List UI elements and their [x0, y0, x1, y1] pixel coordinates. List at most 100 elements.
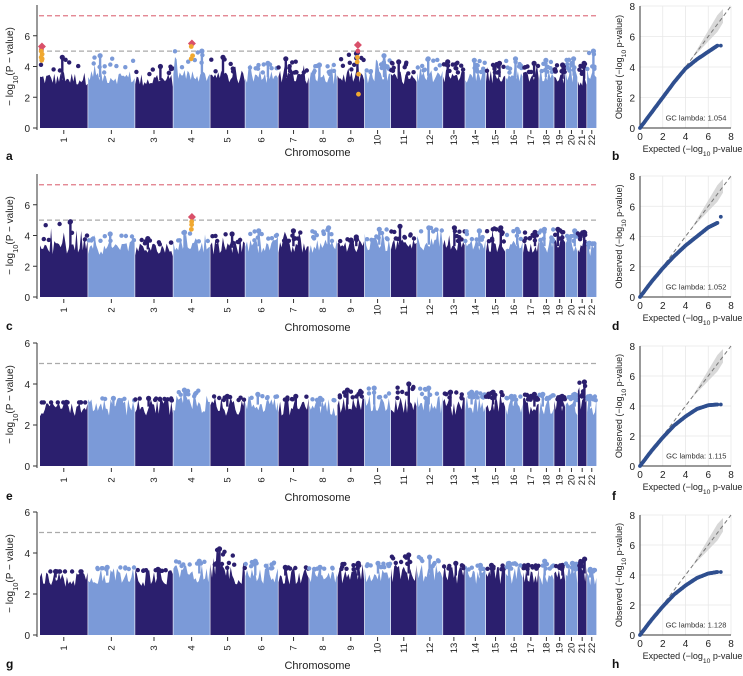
confidence-band — [691, 349, 723, 399]
snp-point — [344, 566, 349, 571]
snp-point — [534, 395, 540, 400]
snp-point — [269, 236, 275, 241]
lead-snp-diamond — [353, 40, 362, 49]
snp-point — [69, 569, 75, 574]
x-tick-label: 14 — [470, 135, 481, 146]
chromosome-19-points — [554, 393, 567, 466]
chromosome-body — [173, 57, 210, 128]
significant-hit-chr4 — [187, 39, 196, 62]
x-tick-label: 16 — [509, 643, 520, 654]
chromosome-body — [554, 66, 566, 128]
snp-point — [63, 57, 68, 62]
snp-point — [349, 67, 354, 72]
snp-point — [102, 396, 108, 402]
peak-column — [218, 548, 221, 576]
snp-point — [484, 394, 489, 399]
peak-column — [159, 66, 162, 81]
peak-column — [454, 563, 457, 576]
gc-lambda-annotation: GC lambda: 1.115 — [666, 452, 726, 461]
snp-point — [354, 394, 359, 399]
peak-column — [589, 569, 592, 578]
snp-point — [400, 389, 405, 395]
y-tick-label: 6 — [24, 201, 30, 212]
snp-point — [247, 65, 253, 70]
snp-point — [504, 58, 509, 64]
snp-point — [376, 395, 382, 400]
snp-point — [290, 60, 295, 65]
snp-point — [265, 395, 270, 400]
x-tick-label: 5 — [223, 645, 234, 650]
chromosome-body — [417, 395, 443, 466]
chromosome-body — [309, 239, 337, 297]
snp-point — [153, 396, 159, 401]
x-tick-label: 19 — [555, 305, 566, 316]
snp-point — [252, 238, 257, 243]
chromosome-18-points — [539, 57, 555, 128]
peak-column — [510, 396, 513, 407]
chromosome-5-points — [210, 393, 247, 466]
x-axis-label: Expected (−log10 p-value — [643, 144, 743, 158]
peak-column — [560, 396, 564, 407]
qq-point — [718, 43, 723, 48]
snp-point — [526, 69, 532, 75]
chromosome-body — [278, 231, 309, 297]
snp-point — [389, 229, 394, 234]
significant-hit-chr4 — [187, 213, 196, 232]
y-tick-label: 2 — [24, 590, 30, 601]
snp-point — [269, 66, 274, 71]
chromosome-15-points — [483, 389, 506, 466]
snp-point — [534, 566, 539, 571]
chromosome-body — [577, 72, 587, 128]
peak-column — [357, 563, 360, 576]
chromosome-body — [309, 568, 337, 635]
x-tick-label: 18 — [541, 643, 552, 654]
significant-hit-chr1 — [37, 42, 46, 63]
snp-point — [270, 565, 275, 571]
chromosome-3-points — [134, 63, 175, 128]
snp-point — [420, 63, 425, 69]
x-tick-label: 17 — [526, 643, 537, 654]
y-tick-label: 8 — [629, 2, 635, 13]
x-axis-label: Expected (−log10 p-value — [643, 482, 743, 496]
snp-point — [187, 562, 192, 567]
snp-point — [331, 397, 336, 403]
chromosome-18-points — [537, 226, 556, 297]
snp-point — [579, 393, 584, 398]
snp-point — [259, 231, 264, 237]
snp-point — [348, 237, 353, 243]
x-tick-label: 5 — [223, 477, 234, 482]
y-axis-label: − log10(P − value) — [5, 27, 20, 106]
qq-point — [718, 402, 723, 407]
snp-point — [147, 71, 152, 77]
snp-point — [84, 233, 90, 238]
chromosome-6-points — [245, 228, 280, 297]
snp-point — [393, 236, 398, 241]
peak-column — [254, 561, 257, 576]
snp-point — [535, 63, 541, 69]
panel-letter-b: b — [612, 149, 619, 163]
x-tick-label: 15 — [491, 305, 502, 316]
chromosome-22-points — [587, 566, 598, 635]
chromosome-body — [587, 68, 597, 128]
snp-point — [304, 394, 309, 399]
peak-column — [407, 555, 410, 574]
hit-point-orange — [188, 226, 194, 232]
snp-point — [539, 68, 544, 74]
x-tick-label: 11 — [399, 643, 410, 653]
peak-column — [284, 567, 287, 576]
snp-point — [57, 221, 62, 227]
snp-point — [110, 56, 115, 61]
hit-point-orange — [356, 91, 361, 97]
x-tick-label: 9 — [346, 307, 357, 312]
snp-point — [513, 397, 519, 402]
x-axis-label: Chromosome — [284, 660, 350, 671]
x-tick-label: 4 — [187, 645, 198, 650]
snp-point — [287, 566, 293, 571]
snp-point — [358, 388, 363, 394]
chromosome-body — [417, 66, 443, 128]
chromosome-body — [486, 566, 506, 635]
snp-point — [137, 396, 142, 401]
x-tick-label: 3 — [149, 477, 160, 482]
snp-point — [431, 229, 436, 234]
x-tick-label: 10 — [373, 643, 384, 654]
